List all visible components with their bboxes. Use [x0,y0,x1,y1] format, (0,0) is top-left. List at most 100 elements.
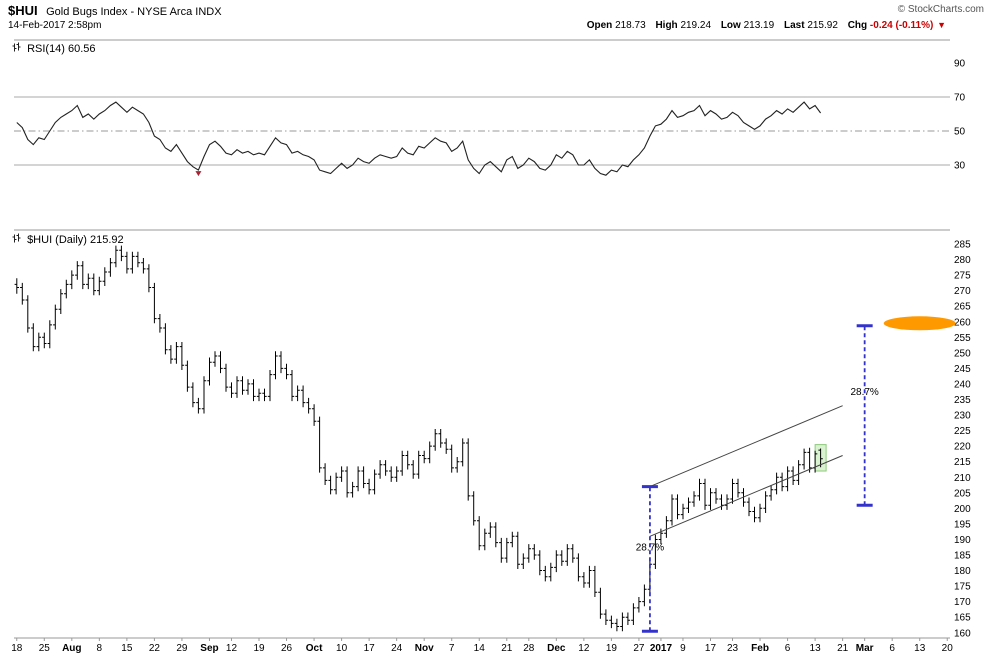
ohlc-bar [97,276,102,296]
ohlc-bar [240,376,245,395]
rsi-label-text: RSI(14) 60.56 [27,43,96,55]
ohlc-bar [300,385,306,408]
ohlc-bar [267,370,273,402]
ohlc-bar [515,531,520,569]
quote-strip: Open 218.73 High 219.24 Low 213.19 Last … [580,20,946,31]
ohlc-bar [152,282,157,324]
svg-text:Mar: Mar [856,643,874,654]
ohlc-bar [53,304,58,330]
ticker-symbol: $HUI [8,3,38,18]
svg-text:22: 22 [149,643,161,654]
ohlc-bar [482,528,487,551]
svg-text:170: 170 [954,597,971,608]
chart-datetime: 14-Feb-2017 2:58pm [8,20,102,31]
ohlc-bar [289,370,295,402]
high-value: 219.24 [680,20,712,31]
ohlc-bar [58,289,63,314]
ohlc-bar [389,466,394,482]
svg-text:90: 90 [954,59,966,70]
ohlc-bar [598,587,603,619]
ohlc-bar [146,264,152,293]
open-value: 218.73 [615,20,646,31]
ohlc-bar [141,258,146,274]
x-axis: 18 25 Aug 8 15 22 29 Sep 12 19 26 Oct 10 17 24 Nov 7 14 21… [11,638,953,654]
svg-text:270: 270 [954,286,971,297]
chart-title: Gold Bugs Index - NYSE Arca INDX [46,6,222,18]
ohlc-bar [801,448,807,470]
ohlc-bar [405,450,410,470]
svg-text:28.7%: 28.7% [850,387,878,398]
ohlc-bar [174,342,179,364]
ohlc-bar [691,491,697,507]
svg-text:215: 215 [954,457,971,468]
svg-text:245: 245 [954,364,971,375]
ohlc-bar [713,488,719,504]
svg-text:195: 195 [954,519,971,530]
trend-channel [649,405,843,537]
rsi-panel-label: RSI(14) 60.56 [12,42,96,56]
svg-text:Nov: Nov [415,643,434,654]
ohlc-bar [179,342,185,370]
ohlc-bar [322,463,328,485]
svg-text:26: 26 [281,643,293,654]
ohlc-bar [251,379,256,402]
ohlc-bar [234,376,240,398]
ohlc-bar [20,282,25,305]
ohlc-bar [328,475,333,495]
ohlc-bar [185,360,190,392]
svg-text:Feb: Feb [751,643,769,654]
price-label-text: $HUI (Daily) 215.92 [27,234,124,246]
ohlc-bar [64,279,69,299]
ohlc-bar [361,466,366,489]
svg-text:21: 21 [501,643,513,654]
svg-text:210: 210 [954,473,971,484]
ohlc-bar [471,491,476,526]
last-label: Last [783,20,805,31]
ohlc-bar [130,251,135,274]
high-label: High [655,20,678,31]
ohlc-bar [317,416,322,473]
ohlc-bar [157,314,163,333]
ohlc-bar [526,544,531,563]
ohlc-bar [548,562,553,582]
svg-text:18: 18 [11,643,23,654]
ohlc-bar [680,503,686,520]
chg-label: Chg [847,20,868,31]
svg-text:29: 29 [176,643,188,654]
ohlc-bar [207,357,212,386]
ohlc-bar [350,481,355,498]
ohlc-bar [466,438,471,501]
ohlc-bar [757,503,763,523]
ohlc-bar [306,397,311,414]
last-value: 215.92 [807,20,838,31]
ohlc-bar [664,516,669,538]
ohlc-bar [86,273,91,290]
chart-style-icon [12,233,21,247]
svg-text:9: 9 [680,643,686,654]
ohlc-bars [14,245,823,632]
ohlc-bar [620,612,625,632]
svg-text:205: 205 [954,488,971,499]
ohlc-bar [796,460,801,485]
ohlc-bar [653,534,658,569]
svg-text:50: 50 [954,127,966,138]
ohlc-bar [790,466,796,485]
ohlc-bar [355,466,361,492]
svg-text:15: 15 [121,643,133,654]
svg-text:240: 240 [954,379,971,390]
ohlc-bar [576,553,581,582]
ohlc-bar [642,584,647,607]
ohlc-bar [438,429,443,448]
ohlc-bar [702,478,708,510]
ohlc-bar [295,385,300,402]
ohlc-bar [366,478,372,495]
ohlc-bar [521,553,526,569]
svg-text:255: 255 [954,333,971,344]
ohlc-bar [510,531,515,548]
ohlc-bar [377,460,383,479]
ohlc-bar [262,388,267,402]
price-axis-labels: 285 280 275 270 265 260 255 250 245 240 235 230 225 2… [954,240,971,640]
ohlc-bar [394,466,399,482]
